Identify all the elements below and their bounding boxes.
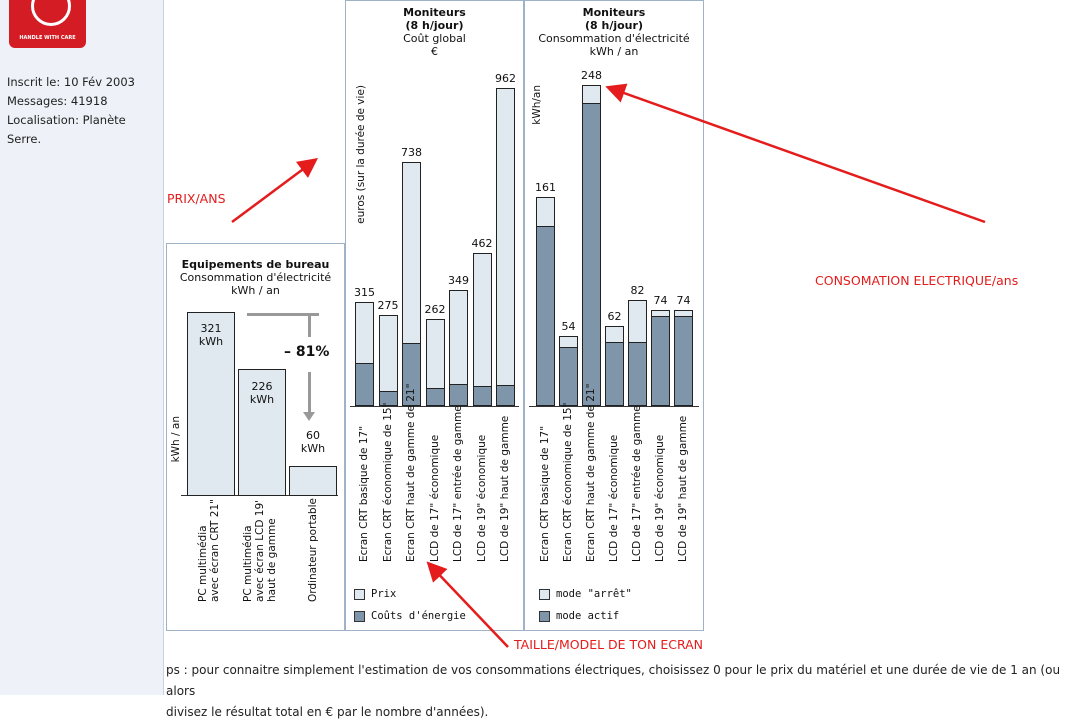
energy-value-7: 74: [676, 294, 691, 308]
energy-bar-4-lower-segment: [606, 341, 623, 405]
cost-x-axis: [350, 406, 519, 407]
reduction-percent: – 81%: [284, 344, 330, 360]
footer-line-1: ps : pour connaitre simplement l'estimat…: [166, 663, 1061, 698]
cost-bar-3: [402, 161, 421, 406]
cost-bar-1: [355, 301, 374, 406]
energy-bar-5: [628, 299, 647, 406]
legend-energy-cost-label: Coûts d'énergie: [371, 610, 466, 622]
joined-date: Inscrit le: 10 Fév 2003: [7, 75, 135, 89]
profile-sidebar: HANDLE WITH CARE Inscrit le: 10 Fév 2003…: [0, 0, 164, 695]
energy-bar-6: [651, 310, 670, 406]
reduction-arrow-shaft: [308, 372, 311, 414]
bureau-bar-pc-crt: [187, 312, 235, 496]
cost-value-4: 262: [424, 303, 446, 317]
energy-bar-2-lower-segment: [560, 346, 577, 405]
legend-energy-cost-swatch: [354, 611, 365, 622]
bureau-chart: Equipements de bureau Consommation d'éle…: [166, 243, 345, 631]
legend-active-mode-label: mode actif: [556, 610, 620, 622]
cost-bar-5-lower-segment: [450, 384, 467, 405]
energy-bar-1: [536, 197, 555, 406]
globe-icon: [31, 0, 71, 26]
footer-note: ps : pour connaitre simplement l'estimat…: [166, 660, 1081, 723]
energy-bar-5-lower-segment: [629, 341, 646, 405]
arrow-taille: [426, 561, 509, 648]
footer-line-2: divisez le résultat total en € par le no…: [166, 705, 489, 719]
energy-bar-2: [559, 336, 578, 406]
energy-x-axis: [529, 406, 699, 407]
location: Localisation: Planète: [7, 113, 126, 127]
cost-bar-7-lower-segment: [497, 384, 514, 405]
cost-value-1: 315: [354, 285, 375, 299]
bureau-bar-pc-lcd: [238, 369, 286, 496]
legend-prix-swatch: [354, 589, 365, 600]
cost-chart: Moniteurs (8 h/jour) Coût global € euros…: [345, 0, 524, 631]
cost-bar-7: [496, 87, 515, 406]
cost-bar-2-lower-segment: [379, 390, 397, 405]
energy-chart: Moniteurs (8 h/jour) Consommation d'élec…: [524, 0, 704, 631]
legend-off-mode-swatch: [539, 589, 550, 600]
energy-value-6: 74: [653, 294, 668, 308]
energy-bar-6-lower-segment: [652, 315, 669, 405]
cost-bar-6: [472, 253, 492, 406]
bureau-value-3: 60 kWh: [300, 429, 326, 455]
energy-value-2: 54: [561, 320, 576, 333]
cost-value-3: 738: [401, 145, 422, 159]
energy-value-3: 248: [581, 68, 602, 82]
cost-value-6: 462: [471, 237, 493, 251]
avatar-text: HANDLE WITH CARE: [19, 35, 76, 41]
bureau-bar-laptop: [289, 466, 337, 496]
cost-bar-1-lower-segment: [356, 362, 373, 405]
cost-value-2: 275: [377, 298, 399, 312]
energy-bar-1-lower-segment: [537, 226, 554, 405]
arrow-prix: [231, 158, 319, 224]
down-arrow-icon: [303, 412, 315, 421]
cost-value-5: 349: [448, 274, 469, 288]
reduction-connector: [308, 314, 311, 337]
cost-bar-5: [449, 290, 468, 406]
energy-value-1: 161: [535, 181, 556, 195]
arrow-conso: [605, 83, 986, 224]
bureau-value-1: 321 kWh: [198, 322, 224, 348]
energy-bar-7-lower-segment: [675, 315, 692, 405]
energy-bar-4: [605, 325, 624, 406]
avatar[interactable]: HANDLE WITH CARE: [9, 0, 86, 48]
location-cont: Serre.: [7, 132, 42, 146]
cost-value-7: 962: [495, 71, 516, 85]
profile-info: Inscrit le: 10 Fév 2003 Messages: 41918 …: [7, 73, 157, 149]
legend-active-mode-swatch: [539, 611, 550, 622]
annotation-arrows: [231, 83, 986, 648]
cost-bar-3-lower-segment: [403, 342, 420, 405]
annotation-taille: TAILLE/MODEL DE TON ECRAN: [514, 637, 704, 652]
legend-off-mode-label: mode "arrêt": [556, 588, 632, 600]
cost-bar-4-lower-segment: [426, 388, 444, 405]
energy-bar-7: [674, 310, 693, 406]
energy-bar-3-lower-segment: [583, 103, 600, 405]
annotation-prix: PRIX/ANS: [167, 191, 226, 206]
bureau-value-2: 226 kWh: [249, 380, 275, 406]
cost-bar-2: [378, 314, 398, 406]
annotation-conso: CONSOMATION ELECTRIQUE/ans: [815, 273, 1019, 288]
cost-chart-title: Moniteurs (8 h/jour) Coût global €: [403, 6, 466, 58]
message-count: Messages: 41918: [7, 94, 108, 108]
cost-bar-4: [425, 319, 445, 406]
bureau-chart-title: Equipements de bureau Consommation d'éle…: [179, 258, 332, 297]
cost-bar-6-lower-segment: [473, 385, 491, 405]
energy-value-5: 82: [630, 283, 645, 297]
legend-prix-label: Prix: [371, 588, 397, 600]
energy-chart-title: Moniteurs (8 h/jour) Consommation d'élec…: [538, 6, 690, 58]
reduction-line: [247, 313, 319, 316]
energy-bar-3: [582, 84, 601, 406]
energy-value-4: 62: [607, 309, 622, 323]
